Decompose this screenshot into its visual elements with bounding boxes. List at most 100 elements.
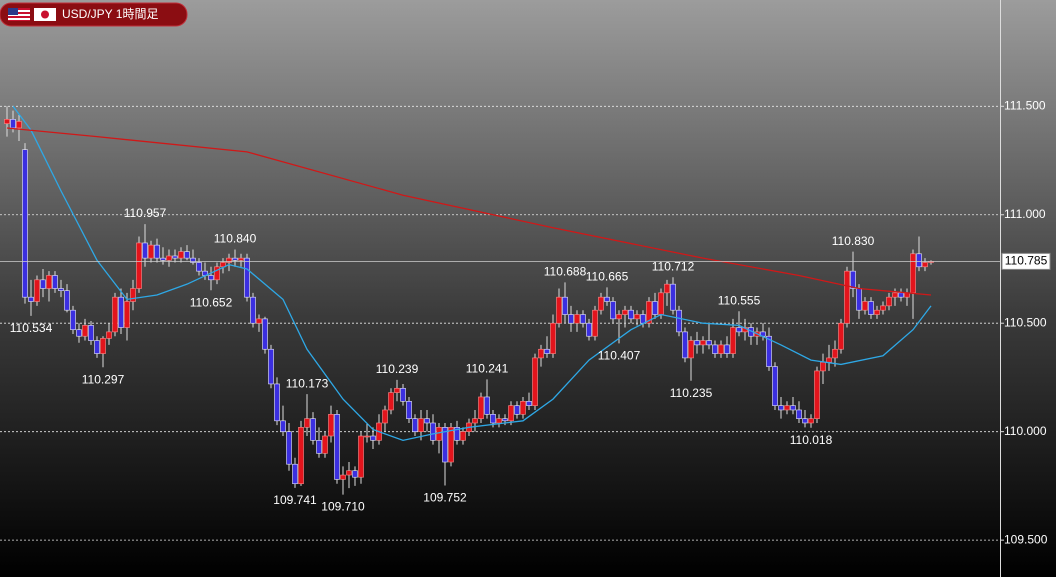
price-annotation: 110.840	[214, 232, 257, 246]
candle-body	[256, 318, 262, 324]
candle-body	[46, 275, 52, 289]
candle-body	[40, 279, 46, 289]
candle-body	[580, 314, 586, 324]
candle-body	[622, 309, 628, 315]
price-annotation: 110.407	[598, 349, 641, 363]
price-annotation: 110.555	[718, 293, 761, 307]
candle-body	[268, 348, 274, 385]
candle-body	[196, 262, 202, 272]
candle-body	[346, 470, 352, 476]
candle-body	[238, 257, 244, 261]
candle-body	[652, 301, 658, 315]
candle-body	[334, 414, 340, 480]
candle-body	[436, 427, 442, 441]
candle-body	[82, 325, 88, 337]
candle-body	[58, 288, 64, 291]
candle-body	[658, 292, 664, 315]
candle-body	[412, 418, 418, 432]
candle-body	[616, 314, 622, 320]
candle-body	[16, 121, 22, 129]
price-annotation: 110.830	[832, 234, 875, 248]
candle-body	[406, 400, 412, 419]
candle-body	[298, 427, 304, 485]
candle-body	[820, 361, 826, 372]
candle-body	[322, 435, 328, 454]
candle-body	[70, 309, 76, 331]
candle-body	[628, 309, 634, 320]
candle-body	[388, 392, 394, 411]
candle-body	[562, 296, 568, 315]
candle-body	[316, 440, 322, 454]
us-flag	[8, 8, 30, 21]
candle-body	[724, 344, 730, 354]
candle-body	[370, 435, 376, 441]
price-annotation: 109.710	[321, 500, 365, 514]
candle-body	[592, 309, 598, 337]
candle-body	[106, 331, 112, 339]
candle-body	[262, 318, 268, 350]
candle-body	[850, 270, 856, 289]
price-annotation: 109.752	[423, 491, 467, 505]
candle-body	[874, 309, 880, 315]
candle-body	[400, 387, 406, 402]
candle-body	[28, 296, 34, 302]
candle-body	[136, 242, 142, 289]
candle-body	[886, 296, 892, 307]
price-annotation: 110.688	[544, 265, 587, 279]
current-price-box	[1001, 252, 1051, 270]
candle-body	[556, 296, 562, 324]
chart-title: USD/JPY 1時間足	[62, 7, 158, 21]
candle-body	[460, 431, 466, 441]
candle-body	[94, 340, 100, 354]
candle-body	[676, 309, 682, 333]
candle-body	[844, 270, 850, 324]
y-tick-label: 110.000	[1004, 424, 1047, 438]
candle-body	[520, 400, 526, 415]
moving-average-line	[6, 127, 932, 296]
candle-body	[214, 266, 220, 281]
moving-average-line	[12, 105, 932, 442]
candle-body	[100, 338, 106, 354]
candle-body	[808, 418, 814, 424]
candle-body	[670, 283, 676, 311]
candle-body	[244, 257, 250, 298]
price-annotation: 110.241	[466, 362, 509, 376]
candle-body	[418, 418, 424, 432]
candle-body	[880, 305, 886, 311]
candle-body	[280, 420, 286, 432]
candle-body	[526, 400, 532, 406]
candle-body	[292, 463, 298, 485]
candle-body	[712, 344, 718, 354]
candle-body	[34, 279, 40, 302]
candle-body	[544, 348, 550, 354]
candle-body	[586, 322, 592, 337]
jp-flag	[34, 8, 56, 21]
candle-body	[142, 242, 148, 259]
candle-body	[424, 418, 430, 424]
candle-body	[838, 322, 844, 350]
candle-body	[604, 296, 610, 302]
price-annotation: 110.534	[10, 321, 53, 335]
candle-body	[814, 370, 820, 419]
candle-body	[364, 435, 370, 438]
candle-body	[448, 427, 454, 463]
candle-body	[130, 288, 136, 302]
candle-body	[868, 301, 874, 315]
candle-body	[778, 405, 784, 411]
price-annotation: 110.173	[286, 376, 329, 390]
candle-body	[910, 253, 916, 294]
candle-body	[736, 327, 742, 333]
candle-body	[148, 244, 154, 259]
candle-body	[922, 262, 928, 268]
candle-body	[208, 275, 214, 281]
candle-body	[832, 348, 838, 359]
candle-body	[772, 366, 778, 406]
candle-body	[916, 253, 922, 268]
candle-body	[190, 257, 196, 263]
candle-body	[430, 422, 436, 441]
candle-body	[532, 357, 538, 406]
candle-body	[640, 314, 646, 324]
candle-body	[340, 474, 346, 480]
candle-body	[796, 409, 802, 419]
